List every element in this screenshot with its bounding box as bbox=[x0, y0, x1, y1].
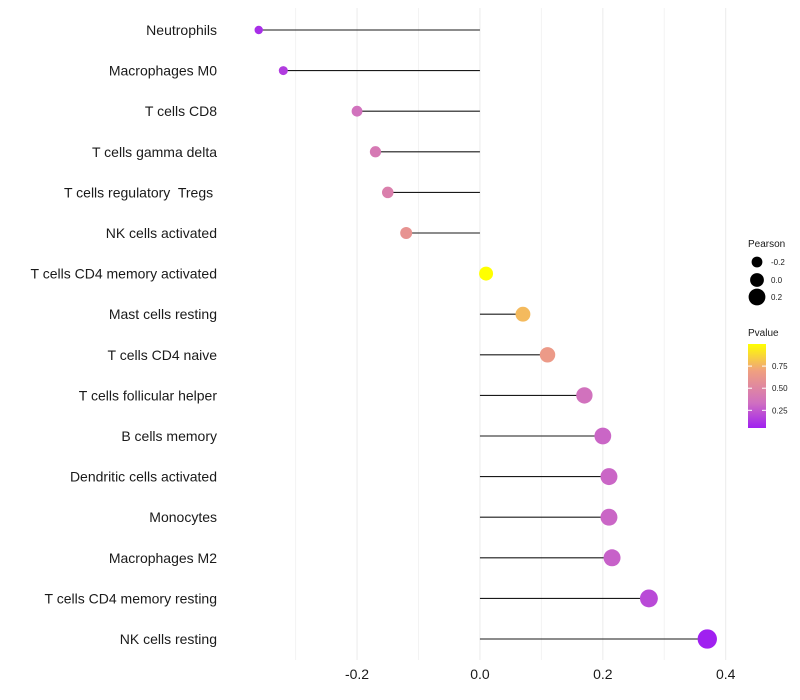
category-label: T cells gamma delta bbox=[92, 144, 217, 160]
size-legend: Pearson -0.2 0.0 0.2 bbox=[748, 239, 785, 306]
lollipop-dot bbox=[697, 629, 717, 649]
category-label: T cells follicular helper bbox=[79, 387, 218, 403]
lollipop-dots bbox=[254, 25, 717, 649]
grid-lines bbox=[295, 8, 727, 660]
size-legend-dot bbox=[751, 256, 763, 268]
category-label: NK cells resting bbox=[120, 631, 217, 647]
lollipop-dot bbox=[594, 427, 612, 445]
category-label: Neutrophils bbox=[146, 22, 217, 38]
color-legend-title: Pvalue bbox=[748, 328, 779, 339]
x-tick-label: -0.2 bbox=[345, 666, 369, 682]
category-label: Mast cells resting bbox=[109, 306, 217, 322]
lollipop-dot bbox=[639, 589, 658, 608]
category-label: B cells memory bbox=[121, 428, 217, 444]
category-label: Macrophages M2 bbox=[109, 550, 217, 566]
x-tick-label: 0.0 bbox=[470, 666, 490, 682]
color-legend: Pvalue 0.75 0.50 0.25 bbox=[748, 328, 788, 428]
category-label: Monocytes bbox=[149, 509, 217, 525]
lollipop-dot bbox=[600, 468, 618, 486]
lollipop-dot bbox=[369, 146, 382, 158]
category-label: T cells CD4 memory activated bbox=[31, 266, 217, 282]
lollipop-dot bbox=[515, 306, 531, 322]
size-legend-dot bbox=[750, 273, 764, 287]
category-label: Dendritic cells activated bbox=[70, 469, 217, 485]
size-legend-title: Pearson bbox=[748, 239, 785, 250]
lollipop-dot bbox=[576, 387, 593, 404]
lollipop-dot bbox=[351, 105, 363, 117]
size-legend-label: -0.2 bbox=[771, 258, 785, 267]
lollipop-dot bbox=[539, 347, 556, 363]
color-legend-label: 0.25 bbox=[772, 406, 788, 415]
x-tick-label: 0.2 bbox=[593, 666, 613, 682]
color-legend-bar bbox=[748, 344, 766, 428]
lollipop-dot bbox=[603, 549, 621, 567]
category-label: T cells CD4 naive bbox=[108, 347, 218, 363]
category-label: T cells CD8 bbox=[145, 103, 217, 119]
category-labels: Neutrophils Macrophages M0 T cells CD8 T ce… bbox=[31, 22, 218, 647]
x-axis-tick-labels: -0.2 0.0 0.2 0.4 bbox=[345, 666, 736, 682]
category-label: NK cells activated bbox=[106, 225, 217, 241]
lollipop-dot bbox=[254, 25, 263, 35]
lollipop-dot bbox=[600, 508, 618, 526]
lollipop-dot bbox=[381, 186, 394, 199]
color-legend-label: 0.50 bbox=[772, 384, 788, 393]
size-legend-label: 0.2 bbox=[771, 293, 783, 302]
category-label: T cells regulatory Tregs bbox=[64, 184, 217, 200]
size-legend-dot bbox=[748, 288, 766, 306]
size-legend-label: 0.0 bbox=[771, 276, 783, 285]
category-label: T cells CD4 memory resting bbox=[45, 590, 217, 606]
x-tick-label: 0.4 bbox=[716, 666, 736, 682]
lollipop-dot bbox=[400, 227, 413, 239]
lollipop-stems bbox=[258, 29, 708, 640]
lollipop-dot bbox=[479, 266, 494, 281]
category-label: Macrophages M0 bbox=[109, 63, 217, 79]
color-legend-label: 0.75 bbox=[772, 362, 788, 371]
lollipop-dot bbox=[278, 66, 288, 76]
